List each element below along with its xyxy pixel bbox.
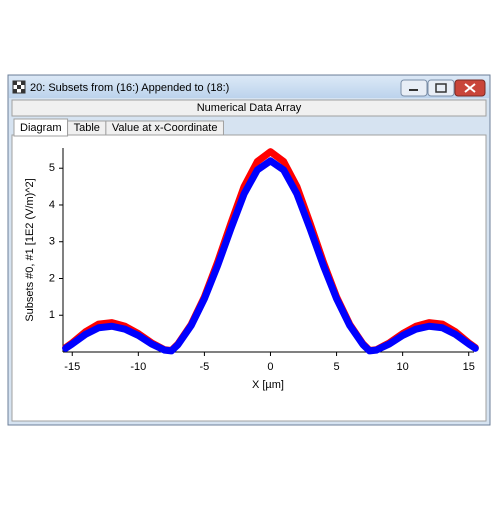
x-tick-label: -10 [130, 361, 146, 373]
data-line [62, 157, 479, 355]
tab-label[interactable]: Diagram [20, 122, 62, 134]
y-tick-label: 3 [49, 236, 55, 248]
title-bar [9, 76, 489, 98]
x-tick-label: 5 [333, 361, 339, 373]
close-button[interactable] [454, 79, 486, 97]
x-tick-label: 10 [397, 361, 409, 373]
window-title: 20: Subsets from (16:) Appended to (18:) [30, 82, 229, 94]
tab-label[interactable]: Value at x-Coordinate [112, 122, 218, 134]
minimize-button[interactable] [400, 79, 428, 97]
tab[interactable]: Diagram [13, 118, 69, 137]
x-tick-label: 0 [267, 361, 273, 373]
maximize-button[interactable] [427, 79, 455, 97]
tab-strip: Diagram Table Value at x-Coordinate [13, 118, 224, 137]
x-axis-label: X [µm] [252, 379, 284, 391]
tab[interactable]: Value at x-Coordinate [105, 120, 224, 136]
tab-label[interactable]: Table [74, 122, 100, 134]
window-icon [12, 80, 26, 94]
x-tick-label: 15 [463, 361, 475, 373]
y-axis-label: Subsets #0, #1 [1E2 (V/m)^2] [24, 178, 36, 321]
header-title: Numerical Data Array [197, 102, 302, 114]
x-tick-label: -15 [64, 361, 80, 373]
x-tick-label: -5 [200, 361, 210, 373]
y-tick-label: 2 [49, 272, 55, 284]
tab-background[interactable] [105, 120, 224, 136]
y-tick-label: 4 [49, 199, 55, 211]
y-tick-label: 5 [49, 162, 55, 174]
header-bar [11, 99, 487, 117]
y-tick-label: 1 [49, 309, 55, 321]
tab[interactable]: Table [67, 120, 107, 136]
